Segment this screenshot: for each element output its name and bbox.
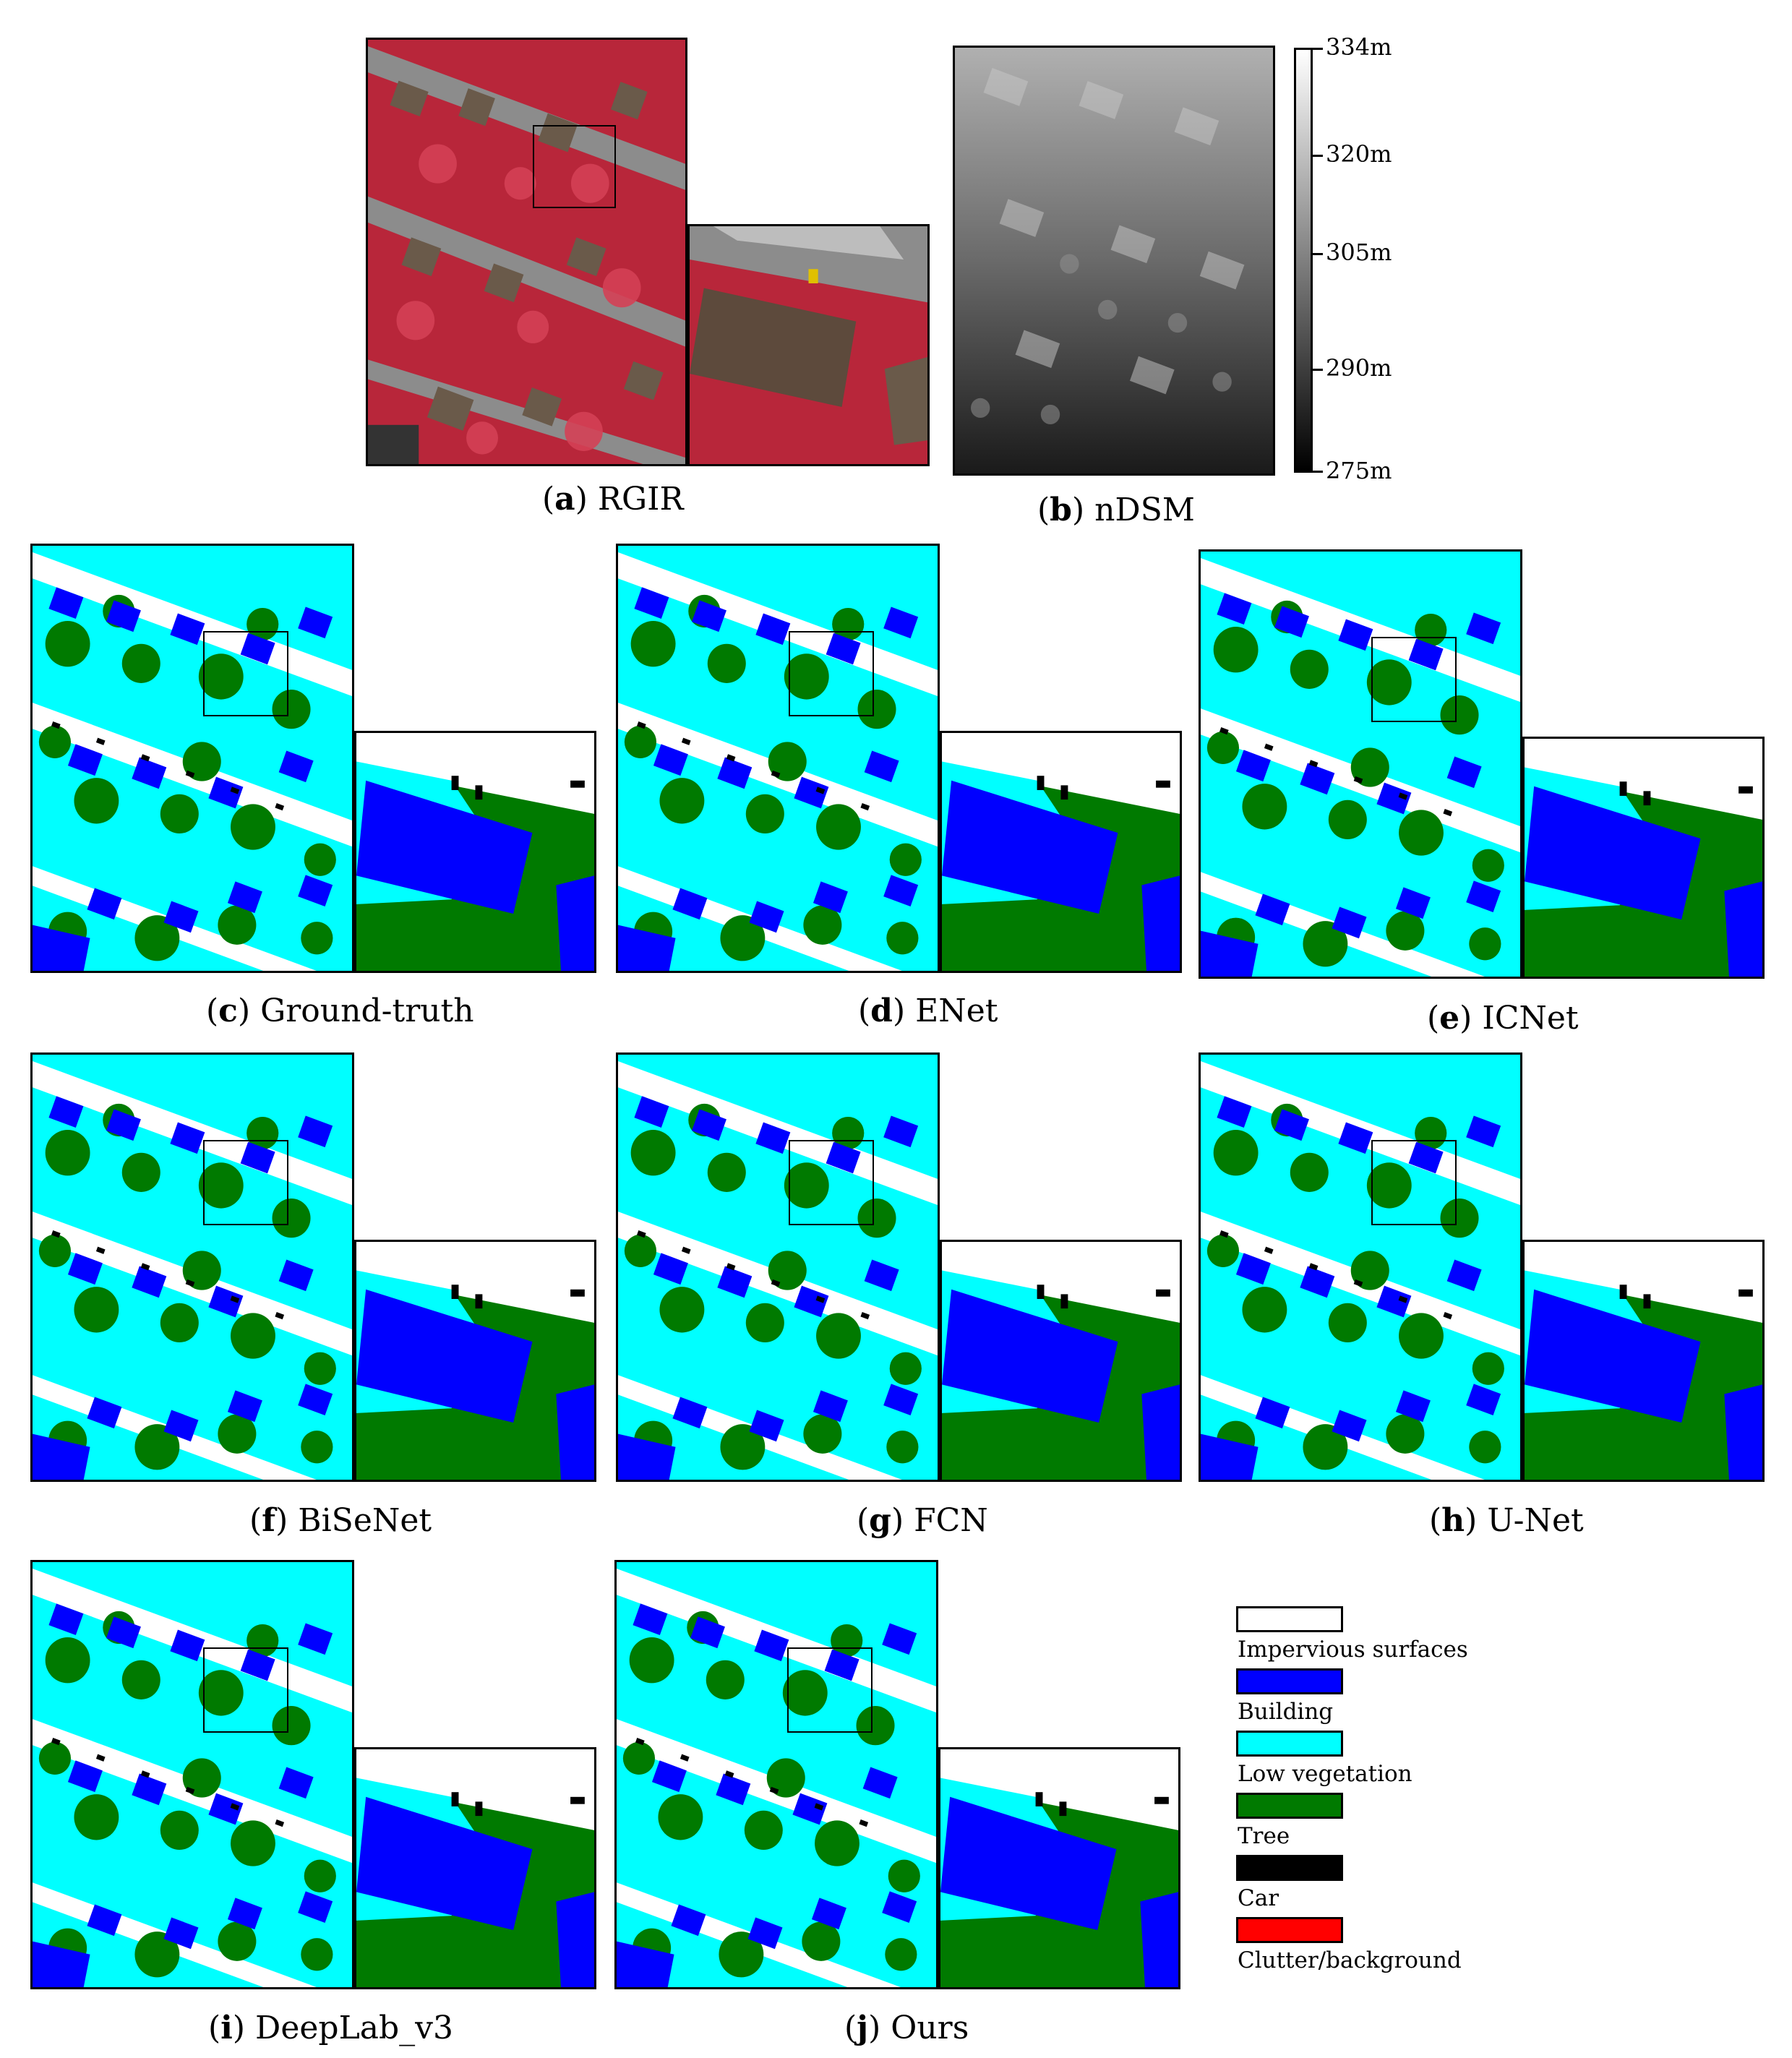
seg-zoom-art-j (940, 1749, 1178, 1987)
seg-zoom-inset-f (354, 1240, 596, 1482)
seg-zoom-inset-e (1522, 737, 1765, 979)
caption-d: (d) ENet (858, 992, 998, 1029)
legend-swatch-tree (1236, 1793, 1343, 1819)
caption-f: (f) BiSeNet (249, 1502, 432, 1539)
legend-swatch-clutter (1236, 1917, 1343, 1943)
seg-map-j (614, 1560, 938, 1989)
seg-map-f (30, 1052, 354, 1482)
seg-zoom-inset-c (354, 731, 596, 973)
legend-label-car: Car (1238, 1885, 1279, 1911)
seg-map-art-j (617, 1562, 936, 1987)
seg-zoom-inset-g (940, 1240, 1182, 1482)
rgir-image (366, 38, 687, 466)
seg-map-art-f (33, 1055, 352, 1480)
seg-zoom-art-f (356, 1242, 594, 1480)
rgir-zoom-art (690, 226, 927, 464)
rgir-zoom-inset (687, 224, 930, 466)
legend-label-building: Building (1238, 1699, 1334, 1725)
caption-b: (b) nDSM (1037, 492, 1195, 528)
legend-label-clutter: Clutter/background (1238, 1947, 1462, 1973)
caption-g: (g) FCN (857, 1502, 988, 1539)
seg-map-d (616, 544, 940, 973)
seg-zoom-art-e (1525, 739, 1762, 977)
seg-zoom-inset-i (354, 1747, 596, 1989)
seg-zoom-art-h (1525, 1242, 1762, 1480)
seg-zoom-art-g (942, 1242, 1180, 1480)
colorbar-label-305: 305m (1326, 239, 1392, 266)
seg-map-i (30, 1560, 354, 1989)
legend-swatch-car (1236, 1855, 1343, 1881)
colorbar-tick-1 (1313, 155, 1323, 157)
seg-map-e (1199, 549, 1522, 979)
seg-zoom-inset-j (938, 1747, 1180, 1989)
colorbar-label-290: 290m (1326, 354, 1392, 382)
seg-map-art-e (1201, 552, 1520, 977)
ndsm-colorbar (1294, 48, 1313, 473)
colorbar-label-275: 275m (1326, 457, 1392, 484)
seg-map-art-h (1201, 1055, 1520, 1480)
legend-label-tree: Tree (1238, 1823, 1290, 1849)
colorbar-tick-4 (1313, 471, 1323, 473)
legend-swatch-impervious (1236, 1606, 1343, 1632)
seg-map-art-g (618, 1055, 938, 1480)
caption-h: (h) U-Net (1429, 1502, 1584, 1539)
ndsm-image-art (955, 48, 1273, 473)
seg-zoom-art-d (942, 733, 1180, 971)
caption-e: (e) ICNet (1427, 1000, 1579, 1037)
colorbar-tick-2 (1313, 253, 1323, 255)
seg-map-h (1199, 1052, 1522, 1482)
colorbar-tick-0 (1313, 48, 1323, 50)
colorbar-tick-3 (1313, 369, 1323, 371)
seg-map-art-c (33, 546, 352, 971)
seg-map-c (30, 544, 354, 973)
seg-zoom-inset-d (940, 731, 1182, 973)
seg-zoom-art-i (356, 1749, 594, 1987)
legend-swatch-building (1236, 1668, 1343, 1694)
seg-map-art-d (618, 546, 938, 971)
ndsm-image (953, 46, 1275, 476)
seg-map-g (616, 1052, 940, 1482)
seg-map-art-i (33, 1562, 352, 1987)
colorbar-label-320: 320m (1326, 140, 1392, 168)
legend-label-low-vegetation: Low vegetation (1238, 1761, 1412, 1787)
seg-zoom-art-c (356, 733, 594, 971)
caption-j: (j) Ours (844, 2010, 969, 2046)
seg-zoom-inset-h (1522, 1240, 1765, 1482)
legend-label-impervious: Impervious surfaces (1238, 1637, 1468, 1663)
legend-swatch-low-vegetation (1236, 1731, 1343, 1757)
caption-i: (i) DeepLab_v3 (208, 2010, 454, 2046)
rgir-image-art (368, 40, 685, 464)
colorbar-label-334: 334m (1326, 33, 1392, 61)
caption-c: (c) Ground-truth (206, 992, 474, 1029)
caption-a: (a) RGIR (542, 481, 684, 518)
